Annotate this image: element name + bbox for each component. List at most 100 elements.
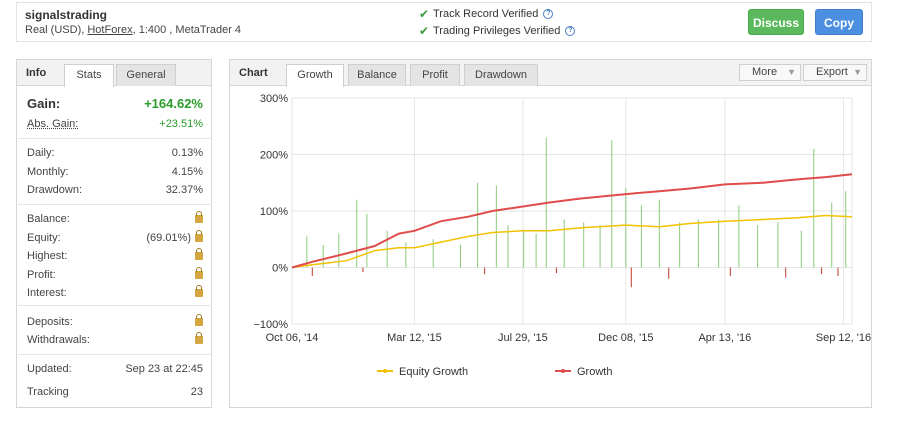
legend-label: Equity Growth <box>399 366 468 378</box>
lock-icon <box>195 248 203 260</box>
legend-marker <box>383 369 387 373</box>
trading-privileges-label: Trading Privileges Verified <box>433 25 561 37</box>
profit-row: Profit: <box>27 267 203 281</box>
tab-general[interactable]: General <box>116 64 176 86</box>
equity-row: Equity: (69.01%) <box>27 230 203 244</box>
track-record-label: Track Record Verified <box>433 8 539 20</box>
info-tabbar: Info Stats General <box>17 60 211 87</box>
updated-label: Updated: <box>27 363 72 375</box>
x-tick-label: Mar 12, '15 <box>387 332 442 344</box>
help-icon[interactable]: ? <box>543 9 554 19</box>
abs-gain-row: Abs. Gain: +23.51% <box>27 118 203 130</box>
tab-profit[interactable]: Profit <box>410 64 460 86</box>
tab-growth[interactable]: Growth <box>286 64 344 87</box>
help-icon[interactable]: ? <box>565 26 576 36</box>
tab-stats[interactable]: Stats <box>64 64 114 87</box>
updated-row: Updated: Sep 23 at 22:45 <box>27 363 203 375</box>
lock-icon <box>195 314 203 326</box>
legend-label: Growth <box>577 366 612 378</box>
export-dropdown[interactable]: Export ▼ <box>803 64 867 81</box>
chart-panel: Chart Growth Balance Profit Drawdown Mor… <box>229 59 872 408</box>
equity-label: Equity: <box>27 232 61 244</box>
y-tick-label: 200% <box>260 150 288 162</box>
divider <box>18 138 212 139</box>
check-icon: ✔ <box>419 24 430 38</box>
y-tick-label: 100% <box>260 206 288 218</box>
highest-value <box>191 248 203 262</box>
x-tick-label: Jul 29, '15 <box>498 332 548 344</box>
tracking-row: Tracking 23 <box>27 386 203 398</box>
y-tick-label: 300% <box>260 93 288 105</box>
account-details: , 1:400 , MetaTrader 4 <box>132 24 242 36</box>
drawdown-label: Drawdown: <box>27 184 83 196</box>
copy-button[interactable]: Copy <box>815 9 863 35</box>
discuss-button[interactable]: Discuss <box>748 9 804 35</box>
chart-tabbar: Chart Growth Balance Profit Drawdown Mor… <box>230 60 871 87</box>
deposits-label: Deposits: <box>27 316 73 328</box>
y-tick-label: 0% <box>272 263 288 275</box>
chevron-down-icon: ▼ <box>853 67 862 77</box>
divider <box>18 305 212 306</box>
profit-label: Profit: <box>27 269 56 281</box>
account-name[interactable]: signalstrading <box>25 8 108 22</box>
chart-title: Chart <box>239 67 268 79</box>
track-record-verified: ✔ Track Record Verified ? <box>419 7 554 21</box>
abs-gain-value: +23.51% <box>159 118 203 130</box>
chevron-down-icon: ▼ <box>787 67 796 77</box>
export-label: Export <box>816 66 848 78</box>
deposits-row: Deposits: <box>27 314 203 328</box>
account-header: signalstrading Real (USD), HotForex, 1:4… <box>16 2 872 42</box>
account-type: Real (USD), <box>25 24 85 36</box>
tracking-label: Tracking <box>27 386 69 398</box>
x-tick-label: Apr 13, '16 <box>698 332 751 344</box>
monthly-row: Monthly: 4.15% <box>27 166 203 178</box>
daily-row: Daily: 0.13% <box>27 147 203 159</box>
equity-growth-line <box>291 214 853 269</box>
lock-icon <box>195 267 203 279</box>
tab-balance[interactable]: Balance <box>348 64 406 86</box>
daily-value: 0.13% <box>171 147 203 159</box>
divider <box>18 204 212 205</box>
gain-value: +164.62% <box>144 96 203 111</box>
growth-chart[interactable]: 300% 200% 100% 0% −100%Oct 06, '14 Mar 12, '1… <box>230 86 871 408</box>
gain-label: Gain: <box>27 96 61 111</box>
check-icon: ✔ <box>419 7 430 21</box>
account-info: Real (USD), HotForex, 1:400 , MetaTrader… <box>25 24 241 36</box>
y-tick-label: −100% <box>253 319 288 331</box>
growth-line <box>291 173 853 269</box>
more-label: More <box>752 66 778 78</box>
trading-privileges-verified: ✔ Trading Privileges Verified ? <box>419 24 576 38</box>
monthly-value: 4.15% <box>171 166 203 178</box>
gain-row: Gain: +164.62% <box>27 96 203 111</box>
balance-row: Balance: <box>27 211 203 225</box>
tracking-value: 23 <box>190 386 203 398</box>
x-tick-label: Dec 08, '15 <box>598 332 653 344</box>
drawdown-row: Drawdown: 32.37% <box>27 184 203 196</box>
profit-value <box>191 267 203 281</box>
lock-icon <box>195 285 203 297</box>
highest-label: Highest: <box>27 250 68 262</box>
info-title: Info <box>26 67 47 79</box>
interest-value <box>191 285 203 299</box>
updated-value: Sep 23 at 22:45 <box>125 363 203 375</box>
withdrawals-row: Withdrawals: <box>27 332 203 346</box>
divider <box>18 354 212 355</box>
withdrawals-label: Withdrawals: <box>27 334 90 346</box>
lock-icon <box>195 230 203 242</box>
broker-link[interactable]: HotForex <box>87 24 133 36</box>
lock-icon <box>195 211 203 223</box>
withdrawals-value <box>191 332 203 346</box>
balance-value <box>191 211 203 225</box>
balance-label: Balance: <box>27 213 70 225</box>
lock-icon <box>195 332 203 344</box>
abs-gain-label[interactable]: Abs. Gain: <box>27 118 79 130</box>
drawdown-value: 32.37% <box>165 184 203 196</box>
deposits-value <box>191 314 203 328</box>
info-panel: Info Stats General Gain: +164.62% Abs. G… <box>16 59 212 408</box>
tab-drawdown[interactable]: Drawdown <box>464 64 538 86</box>
interest-label: Interest: <box>27 287 67 299</box>
legend-marker <box>561 369 565 373</box>
monthly-label: Monthly: <box>27 166 69 178</box>
interest-row: Interest: <box>27 285 203 299</box>
more-dropdown[interactable]: More ▼ <box>739 64 801 81</box>
